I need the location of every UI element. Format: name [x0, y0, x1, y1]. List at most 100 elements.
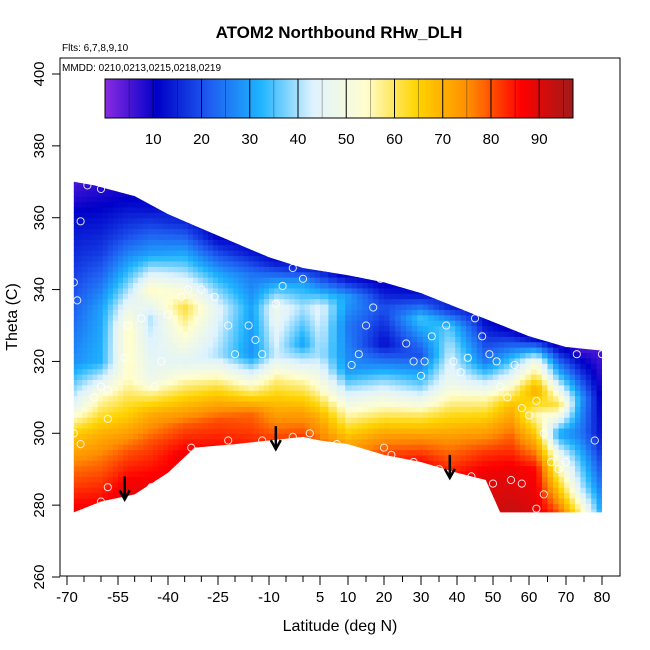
heatmap-cell	[213, 336, 219, 343]
heatmap-cell	[163, 438, 169, 445]
heatmap-cell	[328, 374, 338, 380]
heatmap-cell	[208, 228, 214, 235]
heatmap-cell	[112, 309, 119, 316]
heatmap-cell	[299, 444, 306, 451]
heatmap-cell	[345, 325, 353, 332]
heatmap-cell	[422, 433, 429, 440]
heatmap-cell	[289, 427, 296, 434]
heatmap-cell	[223, 293, 229, 300]
heatmap-cell	[294, 303, 301, 310]
heatmap-cell	[406, 514, 412, 520]
heatmap-cell	[183, 239, 189, 246]
heatmap-cell	[284, 325, 290, 332]
heatmap-cell	[138, 293, 144, 300]
heatmap-cell	[336, 471, 346, 477]
heatmap-cell	[123, 314, 129, 321]
heatmap-cell	[87, 465, 94, 472]
heatmap-cell	[351, 271, 358, 278]
heatmap-cell	[284, 293, 290, 300]
heatmap-cell	[143, 196, 149, 203]
heatmap-cell	[233, 228, 239, 235]
heatmap-cell	[428, 379, 435, 386]
heatmap-cell	[123, 438, 129, 445]
heatmap-cell	[357, 465, 363, 472]
heatmap-cell	[428, 476, 435, 483]
heatmap-cell	[92, 492, 99, 499]
heatmap-cell	[153, 411, 159, 418]
heatmap-cell	[253, 336, 260, 343]
heatmap-cell	[269, 190, 275, 197]
heatmap-cell	[133, 438, 139, 445]
heatmap-cell	[143, 244, 149, 251]
heatmap-cell	[362, 508, 369, 513]
heatmap-cell	[345, 185, 353, 192]
heatmap-cell	[395, 438, 402, 445]
heatmap-cell	[77, 206, 83, 213]
heatmap-cell	[455, 395, 462, 402]
heatmap-cell	[439, 352, 445, 359]
heatmap-cell	[328, 212, 338, 219]
heatmap-cell	[449, 233, 456, 240]
heatmap-cell	[417, 239, 424, 246]
heatmap-cell	[269, 508, 275, 513]
heatmap-cell	[269, 379, 275, 386]
heatmap-cell	[183, 449, 189, 456]
heatmap-cell	[411, 471, 418, 477]
heatmap-cell	[304, 223, 311, 230]
heatmap-cell	[309, 363, 316, 370]
heatmap-cell	[345, 255, 353, 262]
heatmap-cell	[455, 503, 462, 510]
heatmap-cell	[309, 465, 316, 472]
heatmap-cell	[138, 503, 144, 510]
heatmap-cell	[417, 298, 424, 305]
heatmap-cell	[444, 465, 451, 472]
heatmap-cell	[128, 508, 134, 513]
heatmap-cell	[455, 244, 462, 251]
heatmap-cell	[433, 374, 440, 380]
heatmap-cell	[384, 309, 391, 316]
heatmap-cell	[228, 390, 234, 397]
heatmap-cell	[188, 260, 194, 267]
heatmap-cell	[218, 460, 224, 467]
heatmap-cell	[133, 325, 139, 332]
heatmap-cell	[384, 325, 391, 332]
heatmap-cell	[304, 293, 311, 300]
heatmap-cell	[304, 201, 311, 208]
heatmap-cell	[320, 293, 329, 300]
heatmap-cell	[449, 444, 456, 451]
heatmap-cell	[269, 169, 275, 175]
heatmap-cell	[320, 196, 329, 203]
heatmap-cell	[128, 444, 134, 451]
heatmap-cell	[102, 223, 109, 230]
heatmap-cell	[87, 320, 94, 327]
heatmap-cell	[466, 352, 472, 359]
heatmap-cell	[143, 444, 149, 451]
heatmap-cell	[460, 487, 467, 494]
heatmap-cell	[466, 282, 472, 289]
heatmap-cell	[269, 314, 275, 321]
heatmap-cell	[103, 175, 109, 181]
heatmap-cell	[188, 465, 194, 472]
heatmap-cell	[299, 400, 306, 407]
heatmap-cell	[67, 234, 73, 240]
heatmap-cell	[345, 379, 353, 386]
heatmap-cell	[213, 352, 219, 359]
heatmap-cell	[228, 514, 234, 520]
heatmap-cell	[118, 379, 124, 386]
heatmap-cell	[243, 206, 250, 213]
heatmap-cell	[148, 277, 154, 283]
heatmap-cell	[263, 368, 270, 375]
heatmap-cell	[97, 368, 104, 375]
heatmap-cell	[198, 250, 204, 257]
heatmap-cell	[198, 244, 204, 251]
heatmap-cell	[77, 175, 83, 181]
heatmap-cell	[168, 357, 174, 364]
heatmap-cell	[400, 444, 407, 451]
heatmap-cell	[378, 422, 385, 429]
heatmap-cell	[384, 336, 391, 343]
heatmap-cell	[208, 287, 214, 294]
heatmap-cell	[423, 175, 429, 181]
heatmap-cell	[228, 465, 234, 472]
heatmap-cell	[248, 266, 255, 273]
heatmap-cell	[305, 514, 311, 520]
